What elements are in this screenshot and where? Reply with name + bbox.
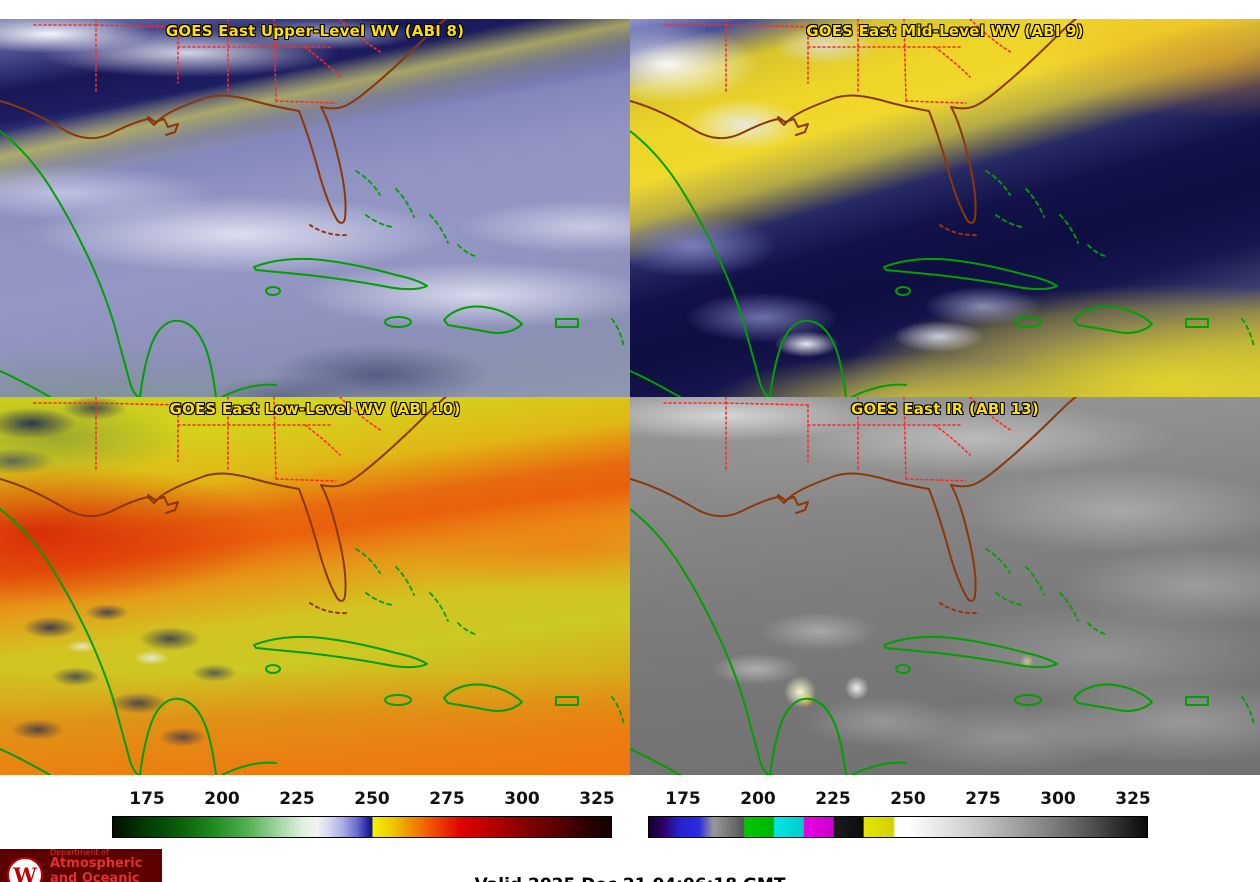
colorbar-wv-tick-labels: 175 200 225 250 275 300 325 <box>112 789 615 816</box>
colorbar-tick-label: 175 <box>129 789 165 809</box>
colorbar-tick-label: 250 <box>890 789 926 809</box>
panel-title: GOES East Low-Level WV (ABI 10) <box>169 400 461 418</box>
logo-dept-line1: Department of <box>50 848 109 857</box>
colorbar-tick-label: 275 <box>429 789 465 809</box>
legend-footer-area: 175 200 225 250 275 300 325 175 200 225 … <box>0 775 1260 882</box>
colorbar-wv-gradient <box>112 816 612 838</box>
satellite-quad-grid: GOES East Upper-Level WV (ABI 8) GOES Ea… <box>0 19 1260 775</box>
colorbar-tick-label: 300 <box>504 789 540 809</box>
colorbar-tick-label: 325 <box>1115 789 1151 809</box>
map-borders-overlay <box>630 19 1255 397</box>
colorbar-tick-label: 200 <box>204 789 240 809</box>
colorbar-tick-label: 300 <box>1040 789 1076 809</box>
logo-dept-line3: and Oceanic Sciences <box>50 871 140 882</box>
panel-ir: GOES East IR (ABI 13) <box>630 397 1260 775</box>
panel-title: GOES East Mid-Level WV (ABI 9) <box>806 22 1084 40</box>
colorbar-ir-gradient <box>648 816 1148 838</box>
colorbar-wv: 175 200 225 250 275 300 325 <box>112 789 615 838</box>
colorbar-tick-label: 225 <box>815 789 851 809</box>
panel-low-level-wv: GOES East Low-Level WV (ABI 10) <box>0 397 630 775</box>
colorbar-tick-label: 225 <box>279 789 315 809</box>
colorbar-tick-label: 200 <box>740 789 776 809</box>
crest-letter: W <box>13 862 37 882</box>
valid-time-label: Valid 2025 Dec 21 04:06:18 GMT <box>0 875 1260 882</box>
map-borders-overlay <box>630 397 1255 775</box>
uw-aos-logo: W Department of Atmospheric and Oceanic … <box>0 848 162 882</box>
panel-mid-level-wv: GOES East Mid-Level WV (ABI 9) <box>630 19 1260 397</box>
logo-department-text: Department of Atmospheric and Oceanic Sc… <box>50 848 155 882</box>
panel-upper-level-wv: GOES East Upper-Level WV (ABI 8) <box>0 19 630 397</box>
colorbar-tick-label: 325 <box>579 789 615 809</box>
colorbar-tick-label: 250 <box>354 789 390 809</box>
panel-title: GOES East Upper-Level WV (ABI 8) <box>165 22 465 40</box>
colorbar-ir: 175 200 225 250 275 300 325 <box>648 789 1151 838</box>
panel-title: GOES East IR (ABI 13) <box>850 400 1039 418</box>
colorbar-tick-label: 175 <box>665 789 701 809</box>
colorbar-ir-tick-labels: 175 200 225 250 275 300 325 <box>648 789 1151 816</box>
logo-dept-line2: Atmospheric <box>50 856 143 872</box>
colorbar-tick-label: 275 <box>965 789 1001 809</box>
uw-crest-icon: W <box>7 857 43 882</box>
map-borders-overlay <box>0 19 625 397</box>
map-borders-overlay <box>0 397 625 775</box>
